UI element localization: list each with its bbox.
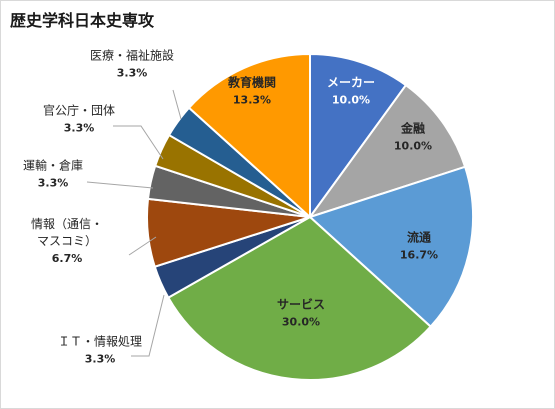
data-label-6: 情報（通信・マスコミ） 6.7% bbox=[31, 217, 103, 265]
pie-slice-10 bbox=[187, 52, 311, 220]
category-label-3: 流通 bbox=[407, 230, 431, 245]
value-label-2: 10.0% bbox=[394, 140, 432, 153]
pie-slice-1 bbox=[309, 52, 408, 221]
value-label-6: 6.7% bbox=[52, 252, 83, 265]
data-label-2: 金融 10.0% bbox=[394, 121, 432, 153]
data-label-1: メーカー 10.0% bbox=[327, 76, 375, 107]
value-label-7: 3.3% bbox=[38, 177, 69, 190]
value-label-1: 10.0% bbox=[332, 94, 370, 107]
data-label-8: 官公庁・団体 3.3% bbox=[43, 103, 115, 135]
value-label-5: 3.3% bbox=[85, 353, 116, 366]
pie-slice-2 bbox=[307, 83, 467, 219]
data-label-7: 運輸・倉庫 3.3% bbox=[23, 158, 83, 190]
value-label-10: 13.3% bbox=[233, 94, 271, 107]
category-label-6-line-1: 情報（通信・ bbox=[31, 217, 103, 231]
data-label-9: 医療・福祉施設 3.3% bbox=[90, 48, 174, 80]
value-label-3: 16.7% bbox=[400, 249, 438, 262]
value-label-9: 3.3% bbox=[117, 67, 148, 80]
data-label-5: ＩＴ・情報処理 3.3% bbox=[58, 335, 142, 366]
category-label-4: サービス bbox=[277, 297, 325, 312]
category-label-6-line-2: マスコミ） bbox=[37, 234, 97, 248]
data-label-10: 教育機関 13.3% bbox=[227, 75, 276, 107]
value-label-8: 3.3% bbox=[64, 122, 95, 135]
leader-line-6 bbox=[128, 236, 157, 256]
category-label-5: ＩＴ・情報処理 bbox=[58, 335, 142, 349]
leader-line-8 bbox=[113, 125, 164, 160]
pie-slice-4 bbox=[166, 215, 433, 381]
category-label-7: 運輸・倉庫 bbox=[23, 158, 83, 173]
category-label-2: 金融 bbox=[400, 121, 425, 136]
data-label-3: 流通 16.7% bbox=[400, 230, 438, 262]
category-label-9: 医療・福祉施設 bbox=[90, 48, 174, 63]
category-label-1: メーカー bbox=[327, 76, 375, 90]
category-label-10: 教育機関 bbox=[227, 75, 276, 90]
leader-line-5 bbox=[131, 294, 165, 357]
leader-line-9 bbox=[172, 89, 182, 120]
category-label-8: 官公庁・団体 bbox=[43, 103, 115, 118]
leader-line-7 bbox=[86, 181, 154, 189]
value-label-4: 30.0% bbox=[282, 316, 320, 329]
data-label-4: サービス 30.0% bbox=[277, 297, 325, 329]
chart-title: 歴史学科日本史専攻 bbox=[10, 11, 155, 30]
pie-slice-3 bbox=[308, 165, 475, 329]
